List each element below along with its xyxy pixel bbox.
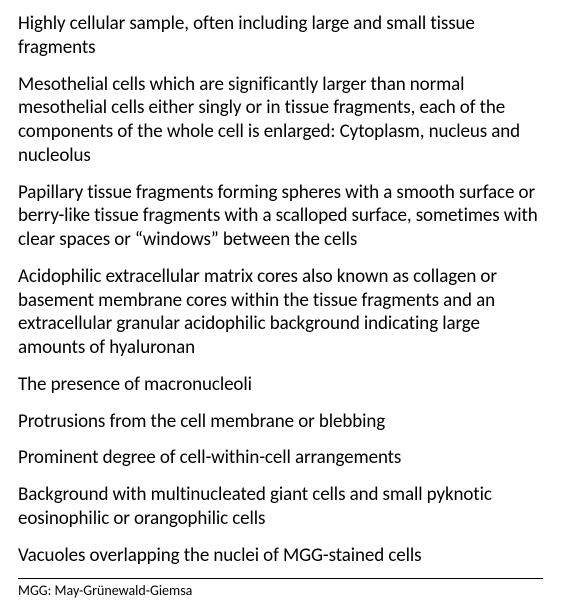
- text-content-wrapper: Highly cellular sample, often including …: [18, 12, 543, 509]
- footnote-text: MGG: May-Grünewald-Giemsa: [18, 582, 543, 600]
- list-item: The presence of macronucleoli: [18, 373, 543, 397]
- list-item: Acidophilic extracellular matrix cores a…: [18, 265, 543, 360]
- list-item: Papillary tissue fragments forming spher…: [18, 181, 543, 252]
- list-item: Mesothelial cells which are significantl…: [18, 73, 543, 168]
- section-divider: [18, 578, 543, 579]
- list-item: Prominent degree of cell-within-cell arr…: [18, 446, 543, 470]
- list-item: Background with multinucleated giant cel…: [18, 483, 543, 531]
- list-item: Vacuoles overlapping the nuclei of MGG-s…: [18, 544, 543, 568]
- list-item: Protrusions from the cell membrane or bl…: [18, 410, 543, 434]
- list-item: Highly cellular sample, often including …: [18, 12, 543, 60]
